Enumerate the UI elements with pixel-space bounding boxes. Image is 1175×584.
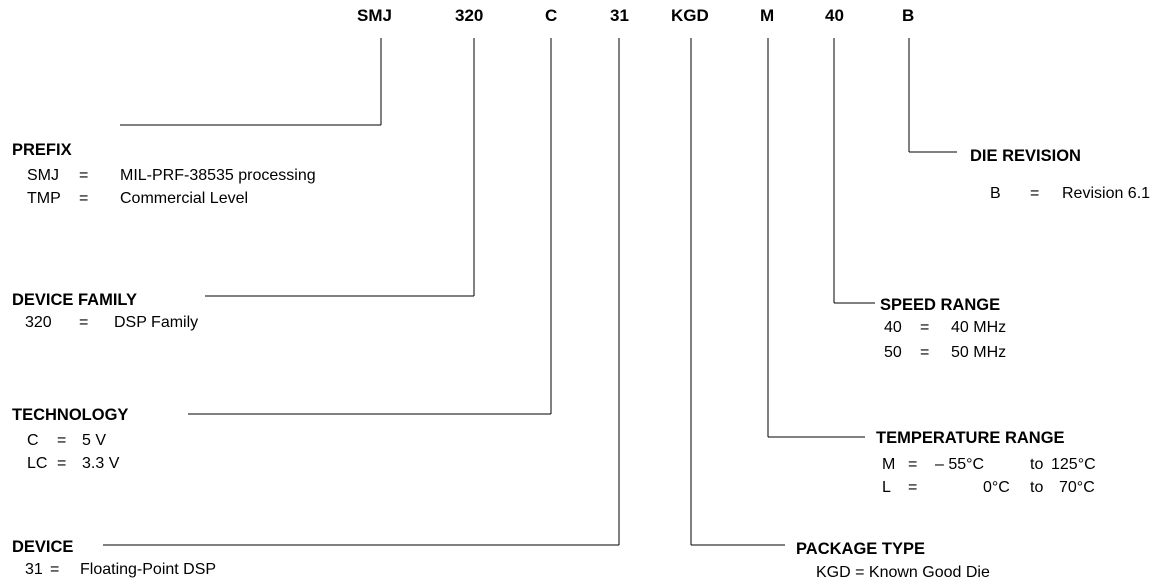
speed-range-entry: 40 = 40 MHz (880, 319, 1080, 339)
entry-description: DSP Family (114, 314, 199, 331)
entry-equals: = (920, 319, 930, 336)
entry-code: TMP (27, 190, 61, 207)
technology-heading: TECHNOLOGY (12, 406, 129, 424)
part-code-technology: C (545, 6, 558, 25)
entry-equals: = (57, 432, 67, 449)
speed-range-heading: SPEED RANGE (880, 296, 1001, 314)
entry-code: B (990, 185, 1001, 202)
device-family-entry: 320 = DSP Family (0, 314, 300, 334)
entry-description: Revision 6.1 (1062, 185, 1151, 202)
temperature-max: 70°C (1059, 479, 1095, 496)
package-type-heading: PACKAGE TYPE (796, 540, 925, 558)
entry-code: SMJ (27, 167, 59, 184)
temperature-min: 0°C (983, 479, 1010, 496)
entry-code: C (27, 432, 39, 449)
entry-code: 50 (884, 344, 902, 361)
part-code-revision: B (902, 6, 915, 25)
part-code-family: 320 (455, 6, 484, 25)
prefix-entry: SMJ = MIL-PRF-38535 processing (0, 167, 400, 187)
entry-code: LC (27, 455, 48, 472)
part-code-prefix: SMJ (357, 6, 392, 25)
temperature-range-entry: L = 0°C to 70°C (880, 479, 1175, 499)
entry-equals: = (908, 456, 918, 473)
entry-equals: = (79, 167, 89, 184)
entry-code: M (882, 456, 896, 473)
temperature-min: – 55°C (935, 456, 985, 473)
entry-code: L (882, 479, 891, 496)
entry-code: 31 (25, 561, 43, 578)
entry-description: 40 MHz (951, 319, 1007, 336)
part-code-package: KGD (671, 6, 709, 25)
technology-entry: LC = 3.3 V (0, 455, 200, 475)
technology-entry: C = 5 V (0, 432, 200, 452)
temperature-max: 125°C (1051, 456, 1096, 473)
entry-code: 320 (25, 314, 52, 331)
device-family-heading: DEVICE FAMILY (12, 291, 137, 309)
temperature-to: to (1030, 456, 1044, 473)
entry-description: Floating-Point DSP (80, 561, 217, 578)
part-code-temperature: M (760, 6, 775, 25)
entry-equals: = (50, 561, 60, 578)
device-heading: DEVICE (12, 538, 74, 556)
temperature-range-entry: M = – 55°C to 125°C (880, 456, 1175, 476)
part-code-speed: 40 (825, 6, 844, 25)
prefix-entry: TMP = Commercial Level (0, 190, 400, 210)
entry-description: 5 V (82, 432, 107, 449)
prefix-heading: PREFIX (12, 141, 72, 159)
temperature-to: to (1030, 479, 1044, 496)
entry-description: Commercial Level (120, 190, 249, 207)
speed-range-entry: 50 = 50 MHz (880, 344, 1080, 364)
device-entry: 31 = Floating-Point DSP (0, 561, 300, 581)
die-revision-entry: B = Revision 6.1 (990, 185, 1175, 205)
entry-code: 40 (884, 319, 902, 336)
die-revision-heading: DIE REVISION (970, 147, 1081, 165)
entry-equals: = (920, 344, 930, 361)
entry-equals: = (1030, 185, 1040, 202)
entry-description: 3.3 V (82, 455, 120, 472)
entry-equals: = (79, 314, 89, 331)
entry-description: 50 MHz (951, 344, 1007, 361)
part-code-device: 31 (610, 6, 629, 25)
temperature-range-heading: TEMPERATURE RANGE (876, 429, 1065, 447)
entry-equals: = (57, 455, 67, 472)
entry-description: MIL-PRF-38535 processing (120, 167, 316, 184)
package-type-entry: KGD = Known Good Die (816, 564, 990, 581)
entry-equals: = (908, 479, 918, 496)
entry-equals: = (79, 190, 89, 207)
